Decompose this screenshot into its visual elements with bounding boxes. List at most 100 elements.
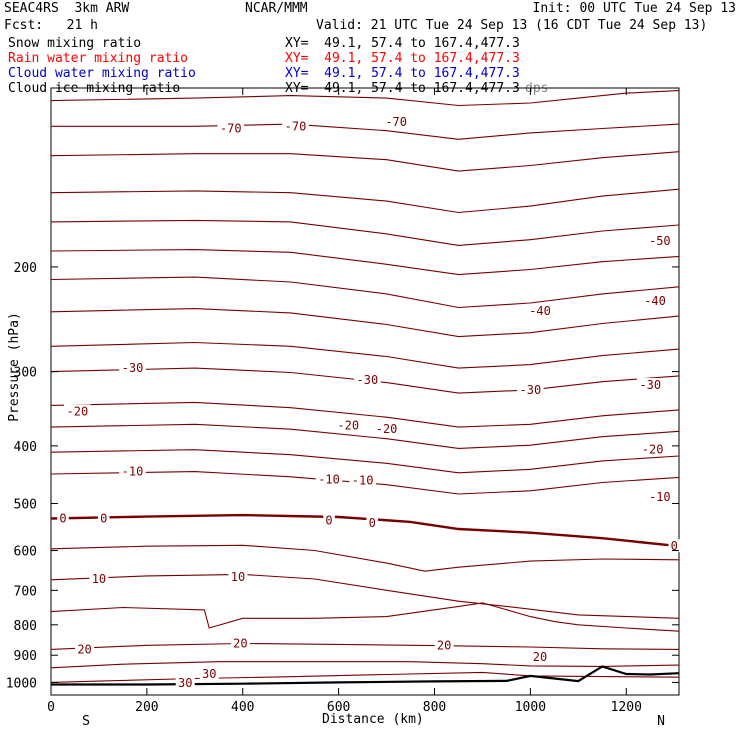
contour-label: -30 — [520, 383, 542, 397]
contour-label: -40 — [529, 304, 551, 318]
contour-label-bg — [217, 121, 245, 135]
contour-label: -10 — [649, 490, 671, 504]
contour-label-bg — [323, 513, 335, 527]
contour-label-bg — [646, 490, 674, 504]
contour-label: -70 — [385, 115, 407, 129]
contour-label: -40 — [644, 294, 666, 308]
contour-label-bg — [97, 511, 110, 525]
contour-label: -30 — [357, 373, 379, 387]
contour-label: 20 — [437, 638, 451, 652]
isotherm-line — [50, 602, 680, 632]
contour-label-bg — [639, 442, 666, 456]
contour-label-bg — [636, 378, 664, 392]
plot-frame — [50, 87, 680, 696]
contour-label-bg — [349, 473, 376, 487]
contour-label: -30 — [122, 361, 144, 375]
isotherm-line — [50, 219, 680, 246]
isotherm-line — [50, 573, 680, 619]
isotherm-line — [50, 661, 680, 669]
isotherm-line — [50, 276, 680, 309]
contour-label-bg — [530, 649, 550, 663]
contour-label: 20 — [77, 642, 91, 656]
x-tick-label: 0 — [47, 700, 55, 715]
contour-label-bg — [334, 418, 362, 432]
contour-label-bg — [366, 515, 378, 529]
isotherm-line — [50, 423, 680, 449]
contour-label-bg — [282, 119, 309, 133]
contour-label-bg — [175, 675, 195, 689]
contour-label-bg — [646, 234, 674, 248]
contour-label-bg — [228, 570, 248, 584]
field-label-snow: Snow mixing ratio — [8, 36, 142, 51]
contour-label: -20 — [376, 422, 398, 436]
contour-label-bg — [526, 303, 554, 317]
contour-label: 0 — [325, 513, 332, 527]
field-xy-snow: XY= 49.1, 57.4 to 167.4,477.3 — [285, 36, 520, 51]
y-tick-label: 500 — [14, 497, 37, 512]
field-xy-cloud-water: XY= 49.1, 57.4 to 167.4,477.3 — [285, 66, 520, 81]
isotherm-line — [50, 401, 680, 428]
contour-label-bg — [382, 114, 410, 128]
contour-label: -20 — [67, 404, 89, 418]
y-tick-label: 600 — [14, 545, 37, 560]
isotherm-line — [50, 308, 680, 338]
contour-label: -50 — [649, 234, 671, 248]
contour-label-bg — [57, 511, 69, 525]
x-tick-label: 600 — [327, 700, 350, 715]
y-tick-label: 200 — [14, 261, 37, 276]
contour-label: 0 — [671, 539, 678, 553]
forecast-hour-label: Fcst: 21 h — [4, 18, 98, 33]
isotherm-line — [50, 449, 680, 474]
contour-label: 30 — [178, 676, 192, 690]
x-end-label-south: S — [82, 714, 90, 729]
contour-label-bg — [64, 404, 91, 418]
x-end-label-north: N — [657, 714, 665, 729]
contour-label: 30 — [202, 667, 216, 681]
contour-label: -70 — [220, 122, 242, 136]
contour-label: 0 — [59, 512, 66, 526]
contour-label: 20 — [533, 650, 547, 664]
x-tick-label: 800 — [423, 700, 446, 715]
x-tick-label: 1000 — [515, 700, 546, 715]
contour-label: -30 — [639, 378, 661, 392]
model-title: SEAC4RS 3km ARW — [4, 1, 130, 16]
contour-label: 10 — [231, 570, 245, 584]
contour-label: -70 — [285, 119, 307, 133]
y-tick-label: 800 — [14, 619, 37, 634]
contour-label-bg — [354, 373, 381, 387]
isotherm-line — [50, 367, 680, 394]
isotherm-line — [50, 642, 680, 650]
contour-label-bg — [119, 464, 146, 478]
contour-label-bg — [641, 293, 669, 307]
y-tick-label: 900 — [14, 649, 37, 664]
contour-label-bg — [517, 382, 544, 396]
field-xy-rain: XY= 49.1, 57.4 to 167.4,477.3 — [285, 51, 520, 66]
contour-label: 20 — [233, 636, 247, 650]
contour-label-bg — [434, 638, 454, 652]
isotherm-line — [50, 513, 680, 548]
contour-label: -10 — [122, 465, 144, 479]
y-tick-label: 300 — [14, 366, 37, 381]
terrain-layer — [51, 665, 680, 686]
field-label-cloud-water: Cloud water mixing ratio — [8, 66, 196, 81]
contour-label: 0 — [100, 512, 107, 526]
contour-labels: -70 -70 -70 -50 -40 -40 -30 -30 -30 -30 -20 -20 -20 -… — [57, 114, 680, 690]
x-axis-title: Distance (km) — [322, 712, 424, 727]
contour-label-bg — [75, 642, 95, 656]
contour-label-bg — [230, 636, 250, 650]
contour-label-bg — [89, 572, 109, 586]
y-tick-label: 400 — [14, 440, 37, 455]
contour-label-bg — [668, 539, 680, 553]
init-time-label: Init: 00 UTC Tue 24 Sep 13 — [532, 1, 737, 16]
contour-label: 10 — [92, 572, 106, 586]
isotherm-line — [50, 151, 680, 172]
x-tick-label: 1200 — [611, 700, 642, 715]
isotherm-line — [50, 671, 680, 683]
field-label-rain: Rain water mixing ratio — [8, 51, 189, 66]
valid-time-label: Valid: 21 UTC Tue 24 Sep 13 (16 CDT Tue … — [316, 18, 708, 33]
contour-label: 0 — [369, 516, 376, 530]
contour-label: -20 — [337, 419, 359, 433]
center-org-label: NCAR/MMM — [245, 1, 308, 16]
